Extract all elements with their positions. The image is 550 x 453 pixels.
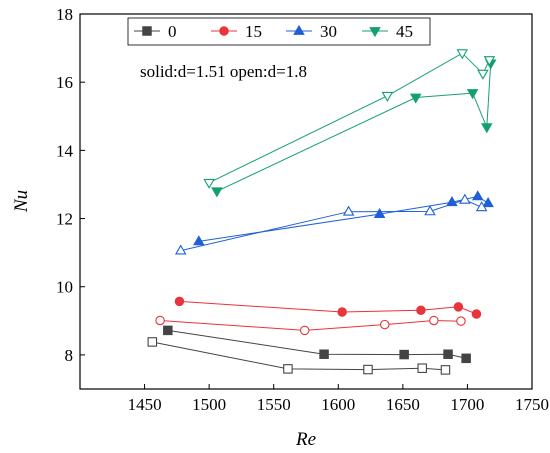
data-point-marker <box>471 309 482 319</box>
legend-marker <box>219 26 229 36</box>
data-point-marker <box>477 69 489 80</box>
x-tick-label: 1500 <box>192 395 226 414</box>
data-point-marker <box>342 205 355 216</box>
data-point-marker <box>155 315 165 326</box>
data-point-marker <box>416 305 426 315</box>
data-point-marker <box>147 337 158 347</box>
legend-marker <box>293 24 305 35</box>
annotation-text: solid:d=1.51 open:d=1.8 <box>140 62 307 81</box>
data-point-marker <box>373 207 386 219</box>
data-point-marker <box>163 325 173 336</box>
legend-marker <box>142 26 152 36</box>
data-point-marker <box>174 244 187 255</box>
data-point-marker <box>424 205 436 216</box>
legend-label: 0 <box>168 22 177 41</box>
series-line <box>216 63 492 192</box>
data-point-marker <box>466 89 479 100</box>
data-point-marker <box>174 296 185 307</box>
y-tick-label: 12 <box>56 210 73 229</box>
series-30-open <box>174 193 488 255</box>
data-point-marker <box>299 325 310 336</box>
data-point-marker <box>443 349 453 359</box>
series-15-open <box>155 315 466 336</box>
data-point-marker <box>461 353 471 364</box>
legend-marker <box>369 27 381 38</box>
legend-label: 45 <box>396 22 413 41</box>
y-axis-title: Nu <box>11 190 32 213</box>
data-point-marker <box>337 307 347 317</box>
series-line <box>198 195 489 242</box>
data-point-marker <box>363 364 373 375</box>
data-point-marker <box>482 197 494 208</box>
series-0-open <box>147 337 451 375</box>
data-point-marker <box>211 187 223 198</box>
x-tick-label: 1450 <box>128 395 162 414</box>
data-point-marker <box>380 319 390 330</box>
data-point-marker <box>399 349 409 360</box>
data-point-marker <box>193 235 205 246</box>
data-point-marker <box>475 201 488 212</box>
y-tick-label: 18 <box>56 5 73 24</box>
series-layer <box>147 49 497 375</box>
data-point-marker <box>456 316 466 326</box>
y-tick-label: 10 <box>56 278 73 297</box>
x-axis-title: Re <box>295 429 316 450</box>
data-point-marker <box>429 315 439 326</box>
data-point-marker <box>440 365 451 375</box>
legend-label: 30 <box>320 22 337 41</box>
legend: 0 15 30 45 <box>127 17 431 46</box>
data-point-marker <box>381 91 394 102</box>
axis-ticks: 1450 1500 1550 1600 1650 1700 1750 8 10 12 14 16 18 <box>56 5 549 414</box>
data-point-marker <box>459 193 471 204</box>
series-30-solid <box>193 190 494 246</box>
data-point-marker <box>456 49 469 60</box>
y-tick-label: 8 <box>65 346 74 365</box>
data-point-marker <box>319 349 329 359</box>
data-point-marker <box>283 364 293 374</box>
data-point-marker <box>481 123 493 134</box>
plot-frame <box>79 13 533 390</box>
series-line <box>160 319 462 331</box>
y-tick-label: 14 <box>56 141 74 160</box>
x-tick-label: 1550 <box>257 395 291 414</box>
data-point-marker <box>203 178 215 189</box>
x-tick-label: 1600 <box>321 395 355 414</box>
data-point-marker <box>453 302 464 312</box>
series-line <box>179 300 477 315</box>
series-0-solid <box>163 325 471 364</box>
legend-label: 15 <box>245 22 262 41</box>
x-tick-label: 1750 <box>515 395 549 414</box>
data-point-marker <box>409 93 422 104</box>
series-line <box>180 199 482 252</box>
x-tick-label: 1700 <box>450 395 484 414</box>
y-tick-label: 16 <box>56 73 73 92</box>
series-15-solid <box>174 296 482 319</box>
x-tick-label: 1650 <box>386 395 420 414</box>
data-point-marker <box>417 363 427 373</box>
data-point-marker <box>471 190 484 201</box>
data-point-marker <box>483 56 496 67</box>
series-45-open <box>203 49 496 189</box>
